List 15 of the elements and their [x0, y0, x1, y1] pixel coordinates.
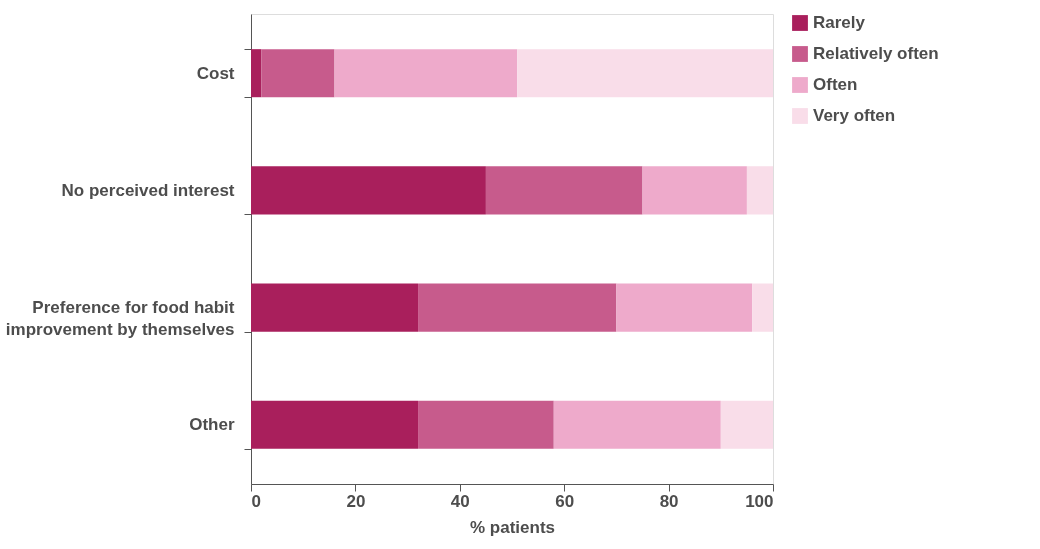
legend-label: Very often — [813, 106, 896, 125]
x-tick-label: 100 — [745, 491, 774, 511]
y-tick-label: Other — [189, 415, 235, 435]
legend-label: Often — [813, 75, 858, 94]
x-tick-label: 20 — [346, 491, 366, 511]
x-tick-label: 40 — [450, 491, 470, 511]
legend-label: Rarely — [813, 13, 866, 32]
y-tick-label: Preference for food habit improvement by themselves — [5, 298, 235, 340]
x-tick-label: 80 — [659, 491, 679, 511]
x-axis-title: % patients — [469, 517, 556, 537]
legend-label: Relatively often — [813, 44, 939, 63]
y-tick-label: No perceived interest — [61, 180, 235, 200]
x-tick-label: 0 — [251, 491, 261, 511]
y-tick-label: Cost — [196, 63, 235, 83]
x-tick-label: 60 — [555, 491, 575, 511]
